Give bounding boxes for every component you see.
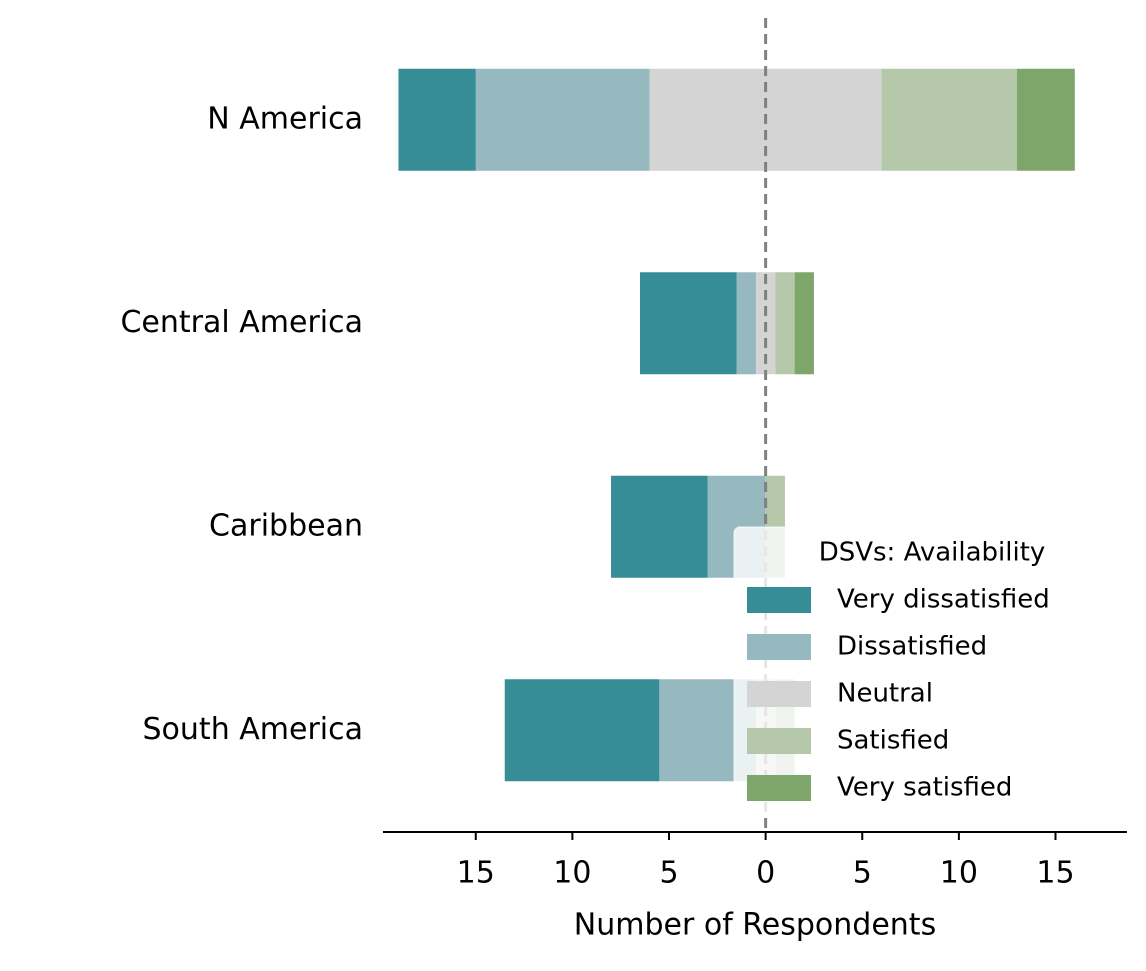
legend-swatch: [747, 681, 811, 707]
legend-swatch: [747, 728, 811, 754]
legend-label: Dissatisfied: [837, 632, 987, 662]
bar: [794, 272, 814, 375]
x-tick-label: 10: [940, 856, 978, 891]
bar: [1016, 68, 1075, 171]
x-tick-label: 0: [756, 856, 775, 891]
x-tick-label: 5: [659, 856, 678, 891]
legend-label: Very satisfied: [837, 773, 1012, 803]
y-tick-label: Central America: [120, 305, 363, 340]
x-tick-label: 10: [553, 856, 591, 891]
bar: [736, 272, 756, 375]
bar: [398, 68, 476, 171]
x-tick-label: 15: [457, 856, 495, 891]
legend-label: Satisfied: [837, 726, 949, 756]
bar: [611, 475, 708, 578]
legend-title: DSVs: Availability: [819, 538, 1046, 568]
bar: [775, 272, 795, 375]
bar: [504, 679, 660, 782]
legend-box: [733, 526, 1111, 813]
legend-swatch: [747, 587, 811, 613]
y-tick-label: Caribbean: [209, 508, 363, 543]
legend-label: Very dissatisfied: [837, 585, 1050, 615]
legend: DSVs: Availability Very dissatisfied Dissa…: [733, 526, 1111, 813]
y-tick-label: N America: [207, 101, 363, 136]
x-tick-label: 15: [1036, 856, 1074, 891]
legend-label: Neutral: [837, 679, 933, 709]
legend-swatch: [747, 775, 811, 801]
bar: [881, 68, 1017, 171]
legend-swatch: [747, 634, 811, 660]
bar: [640, 272, 737, 375]
x-tick-label: 5: [853, 856, 872, 891]
y-tick-label: South America: [143, 712, 363, 747]
x-axis-label: Number of Respondents: [574, 908, 936, 943]
bar: [475, 68, 650, 171]
